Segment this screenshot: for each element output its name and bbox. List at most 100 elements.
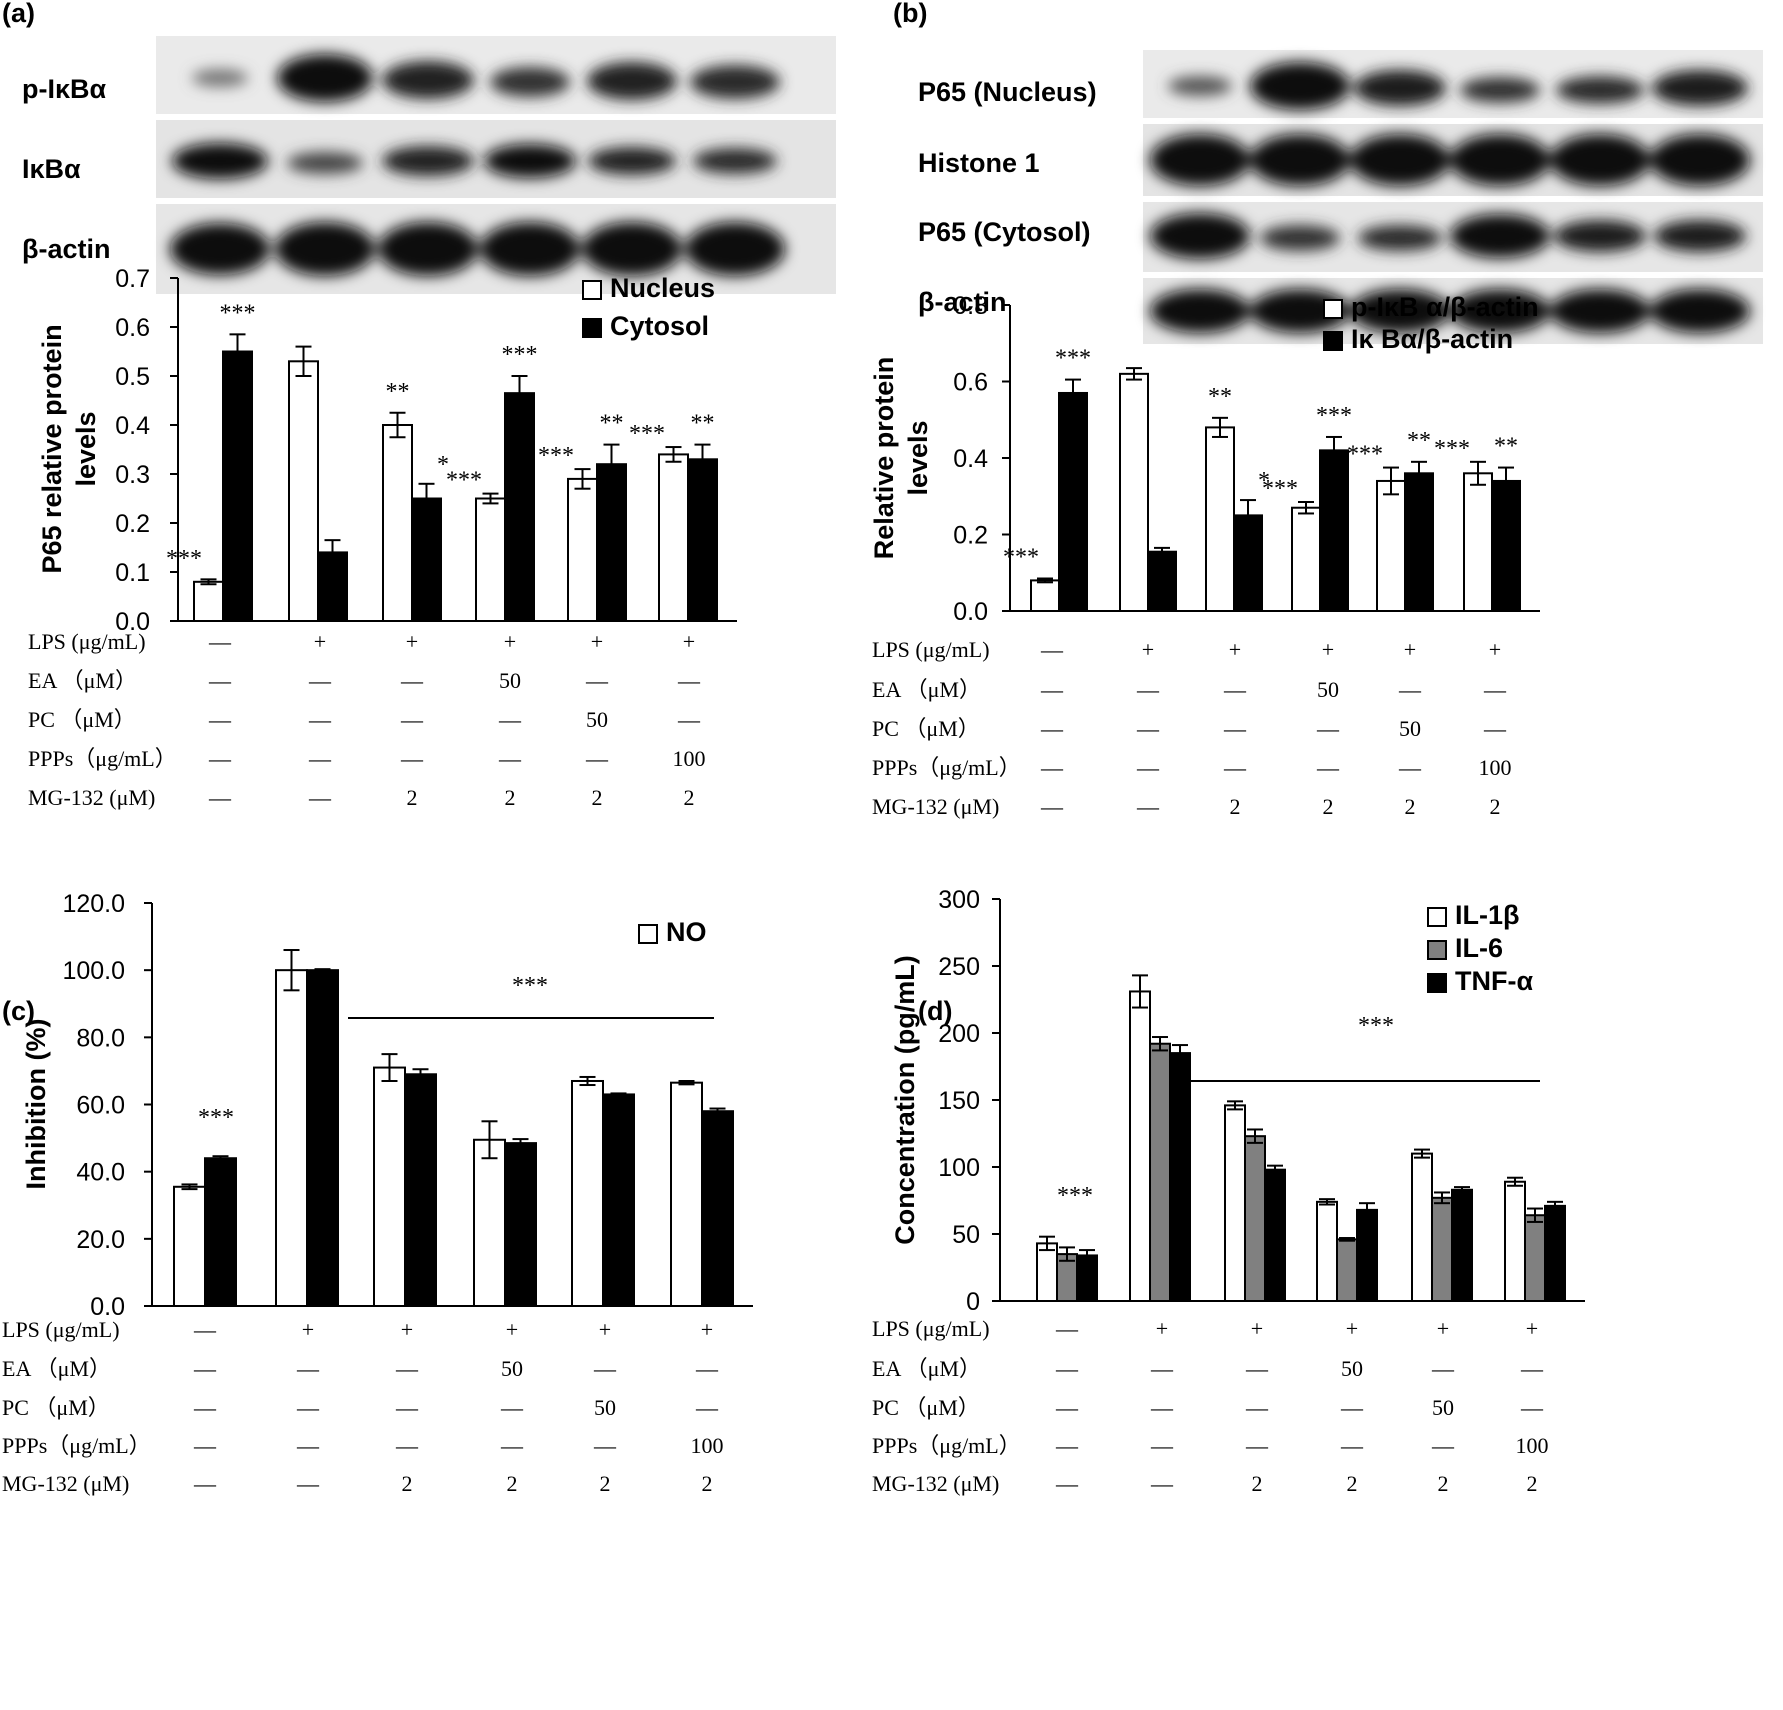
bar <box>1411 1152 1433 1302</box>
y-tick-label: 150 <box>938 1087 980 1115</box>
panel-b: (b) <box>893 0 1763 344</box>
y-tick-label: 20.0 <box>76 1226 125 1254</box>
treatment-value: + <box>1437 1316 1449 1341</box>
y-tick-label: 50 <box>952 1221 980 1249</box>
treatment-value: — <box>395 1356 419 1381</box>
treatment-value: 2 <box>684 785 695 810</box>
treatment-value: — <box>1150 1433 1174 1458</box>
bar <box>173 1185 206 1308</box>
band-a1-5 <box>587 62 677 100</box>
blot-b-label-3: P65 (Cytosol) <box>918 217 1091 247</box>
treatment-value: — <box>308 707 332 732</box>
y-tick-label: 0 <box>966 1288 980 1316</box>
treatment-value: — <box>1316 716 1340 741</box>
band-b3-6 <box>1654 220 1746 252</box>
treatment-value: — <box>1483 677 1507 702</box>
y-tick-label: 0.8 <box>953 292 988 320</box>
treatment-value: — <box>1245 1356 1269 1381</box>
treatment-value: — <box>1055 1433 1079 1458</box>
y-tick-label: 200 <box>938 1020 980 1048</box>
y-tick-label: 120.0 <box>62 890 125 918</box>
treatment-value: + <box>1489 637 1501 662</box>
treatment-label: PC （μM） <box>872 716 980 741</box>
band-b3-5 <box>1554 220 1646 252</box>
treatment-value: + <box>314 629 326 654</box>
treatment-table: LPS (μg/mL) — + + + + + EA （μM） — — — 50 — — PC （μM） — —… <box>28 629 706 810</box>
band-a2-1 <box>172 143 268 179</box>
treatment-value: — <box>308 785 332 810</box>
bar <box>1129 990 1151 1303</box>
bar <box>1451 1188 1473 1303</box>
y-tick-label: 0.1 <box>115 559 150 587</box>
band-a2-4 <box>484 144 576 178</box>
treatment-value: — <box>208 629 232 654</box>
bar <box>1463 472 1493 612</box>
bar <box>404 1073 437 1308</box>
bar <box>504 392 535 622</box>
treatment-value: — <box>593 1356 617 1381</box>
treatment-value: — <box>1040 677 1064 702</box>
band-b1-5 <box>1556 76 1644 104</box>
treatment-label: PC （μM） <box>872 1395 980 1420</box>
treatment-value: — <box>208 668 232 693</box>
bar <box>475 497 506 622</box>
significance-stars: ** <box>1494 434 1518 460</box>
bar <box>1376 479 1406 613</box>
panel-d: (d) <box>918 996 952 1026</box>
bar <box>1244 1135 1266 1303</box>
treatment-value: + <box>1156 1316 1168 1341</box>
treatment-value: — <box>1055 1471 1079 1496</box>
bar <box>1524 1214 1546 1302</box>
treatment-table: LPS (μg/mL) — + + + + + EA （μM） — — — 50 — — PC （μM） — —… <box>2 1317 724 1496</box>
treatment-value: — <box>1136 677 1160 702</box>
bar <box>504 1142 537 1308</box>
bar <box>306 969 339 1308</box>
control-stars: *** <box>198 1105 234 1131</box>
legend-label: Nucleus <box>610 273 715 303</box>
band-a2-2 <box>287 152 363 174</box>
treatment-value: — <box>1136 794 1160 819</box>
treatment-value: + <box>406 629 418 654</box>
treatment-value: — <box>1431 1433 1455 1458</box>
treatment-label: LPS (μg/mL) <box>28 629 146 654</box>
y-tick-label: 0.3 <box>115 461 150 489</box>
treatment-value: 50 <box>499 668 521 693</box>
blot-a-label-3: β-actin <box>22 234 111 264</box>
panel-c: (c) <box>2 996 35 1026</box>
bar <box>1030 579 1060 613</box>
treatment-value: + <box>1229 637 1241 662</box>
band-a3-4 <box>480 222 580 276</box>
legend-swatch <box>1427 940 1447 960</box>
significance-stars: * <box>1258 468 1270 494</box>
treatment-value: — <box>1245 1433 1269 1458</box>
band-a3-3 <box>378 222 478 276</box>
significance-stars: *** <box>502 342 538 368</box>
bar <box>1264 1168 1286 1303</box>
significance-stars: *** <box>538 443 574 469</box>
legend-swatch <box>1323 331 1343 351</box>
treatment-value: — <box>695 1356 719 1381</box>
legend-swatch <box>1323 299 1343 319</box>
treatment-table: LPS (μg/mL) — + + + + + EA （μM） — — — 50 — — PC （μM） — —… <box>872 637 1512 819</box>
treatment-value: — <box>1040 637 1064 662</box>
treatment-value: + <box>1526 1316 1538 1341</box>
treatment-value: 50 <box>1399 716 1421 741</box>
treatment-value: — <box>498 707 522 732</box>
treatment-value: — <box>193 1317 217 1342</box>
control-stars: *** <box>1057 1183 1093 1209</box>
treatment-value: — <box>1398 755 1422 780</box>
treatment-value: — <box>296 1356 320 1381</box>
band-b2-1 <box>1150 134 1250 186</box>
significance-stars: *** <box>629 421 665 447</box>
bracket-stars: *** <box>1358 1013 1394 1039</box>
treatment-label: PC （μM） <box>28 707 136 732</box>
treatment-value: — <box>1040 716 1064 741</box>
treatment-value: + <box>1251 1316 1263 1341</box>
treatment-label: EA （μM） <box>2 1356 111 1381</box>
treatment-value: — <box>400 746 424 771</box>
treatment-value: + <box>1142 637 1154 662</box>
bar <box>1147 550 1177 613</box>
treatment-label: MG-132 (μM) <box>28 785 155 810</box>
